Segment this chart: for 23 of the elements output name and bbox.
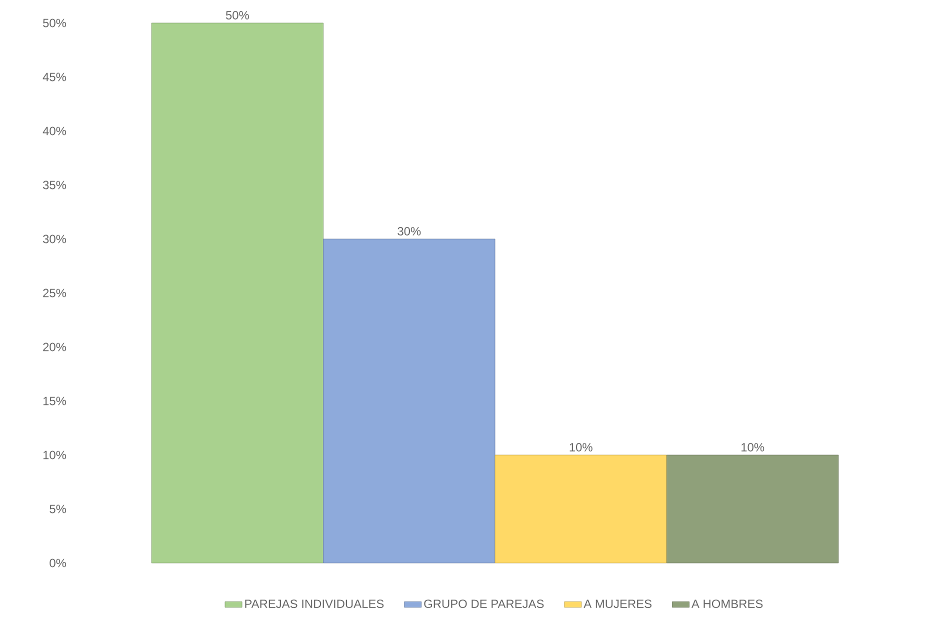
y-tick-label: 35% — [43, 180, 66, 190]
bar — [323, 238, 496, 564]
bar — [494, 454, 667, 564]
y-tick-label: 30% — [43, 234, 66, 244]
bar — [666, 454, 839, 564]
y-tick-label: 50% — [43, 18, 66, 28]
y-tick-label: 45% — [42, 72, 66, 82]
data-label: 10% — [570, 443, 592, 452]
y-tick-label: 40% — [42, 126, 66, 136]
y-tick-label: 15% — [43, 396, 66, 406]
legend-label: GRUPO DE PAREJAS — [424, 600, 544, 608]
y-tick-label: 5% — [50, 504, 66, 514]
data-label: 50% — [226, 11, 249, 20]
legend-label: PAREJAS INDIVIDUALES — [245, 600, 384, 608]
bar — [151, 22, 324, 564]
y-tick-label: 10% — [43, 450, 66, 460]
data-label: 10% — [742, 443, 764, 452]
legend-label: A HOMBRES — [691, 600, 763, 608]
y-tick-label: 25% — [43, 288, 66, 298]
y-tick-label: 0% — [50, 558, 66, 568]
legend-label: A MUJERES — [584, 600, 652, 608]
y-tick-label: 20% — [43, 342, 66, 352]
data-label: 30% — [398, 227, 421, 236]
